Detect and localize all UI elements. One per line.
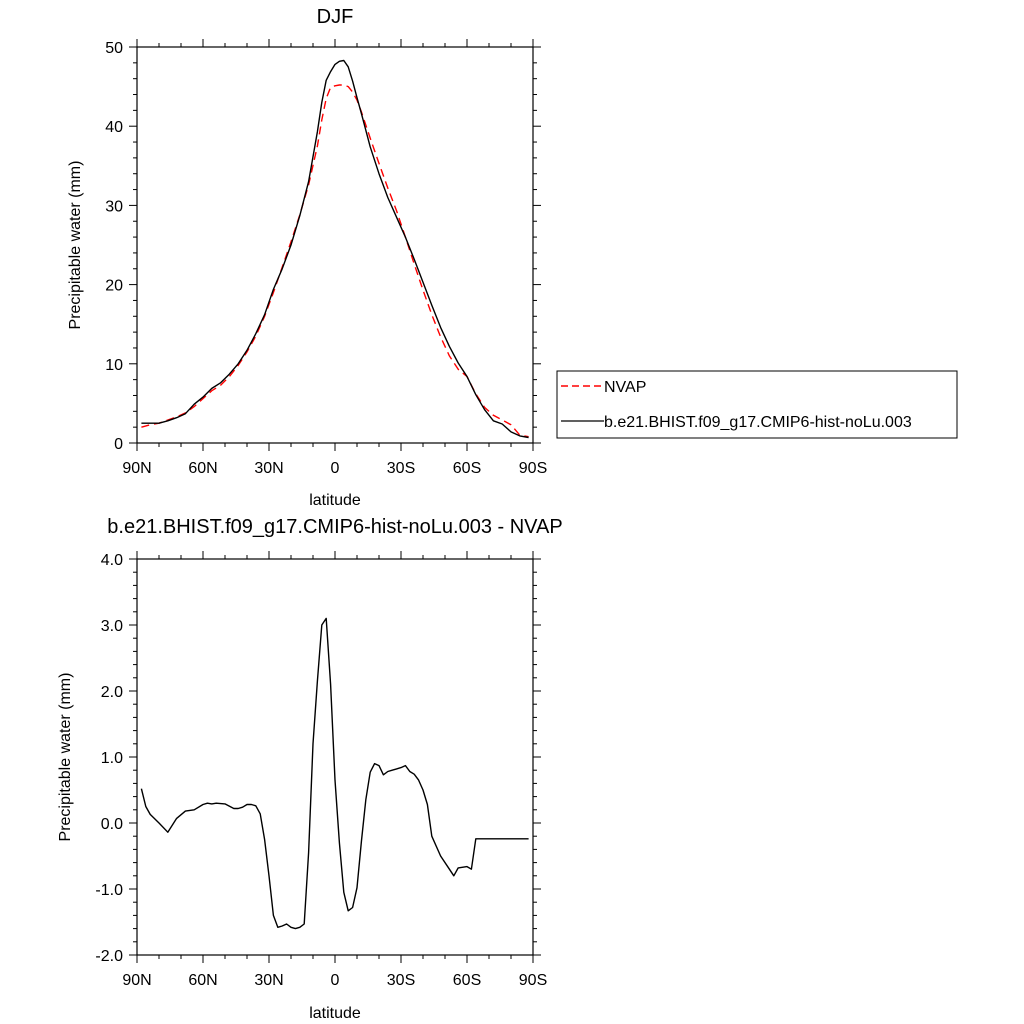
axis-ticks bbox=[129, 551, 541, 963]
x-axis-label: latitude bbox=[309, 1005, 361, 1022]
top-chart: DJF 90N 60N 30N 0 30S 60S 90S 0 10 20 30 40 50 lati… bbox=[67, 6, 958, 509]
chart-title: DJF bbox=[317, 6, 354, 28]
x-tick-label: 0 bbox=[331, 972, 340, 989]
axis-ticks bbox=[129, 39, 541, 451]
y-tick-labels: 0 10 20 30 40 50 bbox=[105, 40, 123, 453]
y-tick-label: 3.0 bbox=[101, 618, 123, 635]
chart-title: b.e21.BHIST.f09_g17.CMIP6-hist-noLu.003 … bbox=[107, 516, 562, 538]
x-tick-labels: 90N 60N 30N 0 30S 60S 90S bbox=[122, 972, 547, 989]
y-tick-label: 30 bbox=[105, 198, 123, 215]
y-tick-label: 1.0 bbox=[101, 750, 123, 767]
y-tick-labels: -2.0 -1.0 0.0 1.0 2.0 3.0 4.0 bbox=[95, 552, 123, 965]
y-tick-label: 0.0 bbox=[101, 816, 123, 833]
x-tick-label: 90S bbox=[519, 972, 547, 989]
y-tick-label: 2.0 bbox=[101, 684, 123, 701]
data-series bbox=[140, 617, 529, 930]
plot-frame bbox=[136, 46, 534, 444]
legend: NVAP b.e21.BHIST.f09_g17.CMIP6-hist-noLu… bbox=[556, 370, 958, 439]
y-axis-label: Precipitable water (mm) bbox=[57, 673, 74, 842]
y-tick-label: 50 bbox=[105, 40, 123, 57]
legend-box bbox=[556, 370, 958, 439]
y-tick-label: -1.0 bbox=[95, 882, 123, 899]
x-tick-label: 60N bbox=[188, 972, 217, 989]
x-tick-label: 30S bbox=[387, 972, 415, 989]
bottom-chart: b.e21.BHIST.f09_g17.CMIP6-hist-noLu.003 … bbox=[57, 516, 563, 1022]
y-tick-label: 40 bbox=[105, 119, 123, 136]
x-tick-label: 30N bbox=[254, 972, 283, 989]
x-tick-label: 60S bbox=[453, 972, 481, 989]
y-tick-label: 0 bbox=[114, 436, 123, 453]
data-series bbox=[141, 59, 529, 439]
x-tick-label: 90N bbox=[122, 972, 151, 989]
x-tick-label: 30N bbox=[254, 460, 283, 477]
series-line-0 bbox=[140, 617, 529, 930]
y-tick-label: 20 bbox=[105, 278, 123, 295]
x-tick-label: 60N bbox=[188, 460, 217, 477]
legend-label-nvap: NVAP bbox=[604, 379, 646, 396]
x-tick-labels: 90N 60N 30N 0 30S 60S 90S bbox=[122, 460, 547, 477]
series-line-0 bbox=[141, 84, 529, 438]
legend-label-model: b.e21.BHIST.f09_g17.CMIP6-hist-noLu.003 bbox=[604, 414, 912, 431]
y-axis-label: Precipitable water (mm) bbox=[67, 161, 84, 330]
y-tick-label: -2.0 bbox=[95, 948, 123, 965]
x-tick-label: 0 bbox=[331, 460, 340, 477]
x-tick-label: 30S bbox=[387, 460, 415, 477]
x-axis-label: latitude bbox=[309, 492, 361, 509]
x-tick-label: 60S bbox=[453, 460, 481, 477]
y-tick-label: 4.0 bbox=[101, 552, 123, 569]
series-line-1 bbox=[141, 59, 529, 439]
y-tick-label: 10 bbox=[105, 357, 123, 374]
x-tick-label: 90S bbox=[519, 460, 547, 477]
plot-frame bbox=[136, 558, 534, 956]
x-tick-label: 90N bbox=[122, 460, 151, 477]
